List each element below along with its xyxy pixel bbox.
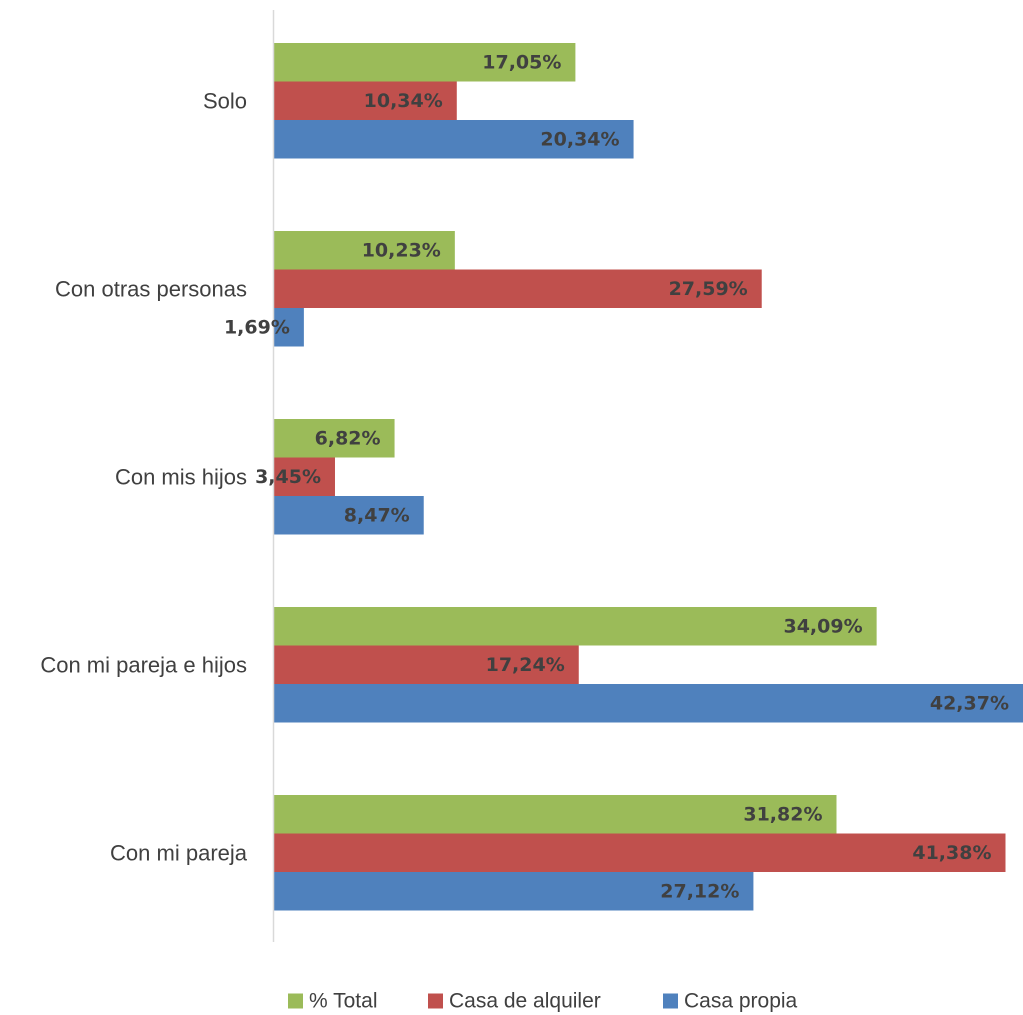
data-label-pct-total-con-otras-personas: 10,23% <box>362 239 441 261</box>
category-label-con-mi-pareja: Con mi pareja <box>110 840 248 865</box>
bar-pct-total-con-otras-personas <box>274 231 455 270</box>
bar-casa-propia-con-mi-pareja <box>274 872 754 911</box>
data-label-pct-total-solo: 17,05% <box>482 51 561 73</box>
bars-layer <box>274 43 1023 911</box>
legend-swatch-casa-de-alquiler <box>428 993 443 1009</box>
legend-label-pct-total: % Total <box>309 990 378 1013</box>
legend: % Total Casa de alquiler Casa propia <box>288 990 798 1013</box>
data-labels-layer: 17,05% 10,34% 20,34% 10,23% 27,59% 1,69% 6,82%… <box>224 51 1009 902</box>
bar-casa-de-alquiler-solo <box>274 81 457 120</box>
bar-pct-total-solo <box>274 43 576 82</box>
data-label-pct-total-con-mi-pareja: 31,82% <box>743 803 822 825</box>
legend-swatch-casa-propia <box>663 993 678 1009</box>
bar-casa-propia-con-mis-hijos <box>274 496 424 535</box>
data-label-pct-total-con-mis-hijos: 6,82% <box>315 427 381 449</box>
bar-casa-propia-solo <box>274 120 634 159</box>
category-label-con-otras-personas: Con otras personas <box>55 276 247 301</box>
data-label-casa-propia-con-mis-hijos: 8,47% <box>344 504 410 526</box>
data-label-casa-propia-con-otras-personas: 1,69% <box>224 316 290 338</box>
category-label-solo: Solo <box>203 88 247 113</box>
legend-swatch-pct-total <box>288 993 303 1009</box>
category-label-con-mis-hijos: Con mis hijos <box>115 464 247 489</box>
bar-pct-total-con-mis-hijos <box>274 419 395 458</box>
data-label-pct-total-con-mi-pareja-e-hijos: 34,09% <box>783 615 862 637</box>
data-label-casa-propia-solo: 20,34% <box>540 128 619 150</box>
category-labels-layer: Solo Con otras personas Con mis hijos Con m… <box>40 88 247 865</box>
bar-casa-de-alquiler-con-mi-pareja <box>274 833 1006 872</box>
category-label-con-mi-pareja-e-hijos: Con mi pareja e hijos <box>40 652 247 677</box>
data-label-casa-de-alquiler-con-mi-pareja-e-hijos: 17,24% <box>486 654 565 676</box>
bar-pct-total-con-mi-pareja <box>274 795 837 834</box>
bar-casa-de-alquiler-con-otras-personas <box>274 269 762 308</box>
bar-casa-propia-con-mi-pareja-e-hijos <box>274 684 1023 723</box>
legend-label-casa-de-alquiler: Casa de alquiler <box>449 990 601 1013</box>
data-label-casa-de-alquiler-solo: 10,34% <box>364 90 443 112</box>
data-label-casa-de-alquiler-con-mis-hijos: 3,45% <box>255 466 321 488</box>
bar-casa-de-alquiler-con-mis-hijos <box>274 457 335 496</box>
data-label-casa-de-alquiler-con-otras-personas: 27,59% <box>669 278 748 300</box>
bar-casa-propia-con-otras-personas <box>274 308 304 347</box>
bar-pct-total-con-mi-pareja-e-hijos <box>274 607 877 646</box>
data-label-casa-propia-con-mi-pareja-e-hijos: 42,37% <box>930 692 1009 714</box>
data-label-casa-de-alquiler-con-mi-pareja: 41,38% <box>912 842 991 864</box>
legend-label-casa-propia: Casa propia <box>684 990 798 1013</box>
data-label-casa-propia-con-mi-pareja: 27,12% <box>660 880 739 902</box>
bar-casa-de-alquiler-con-mi-pareja-e-hijos <box>274 645 579 684</box>
